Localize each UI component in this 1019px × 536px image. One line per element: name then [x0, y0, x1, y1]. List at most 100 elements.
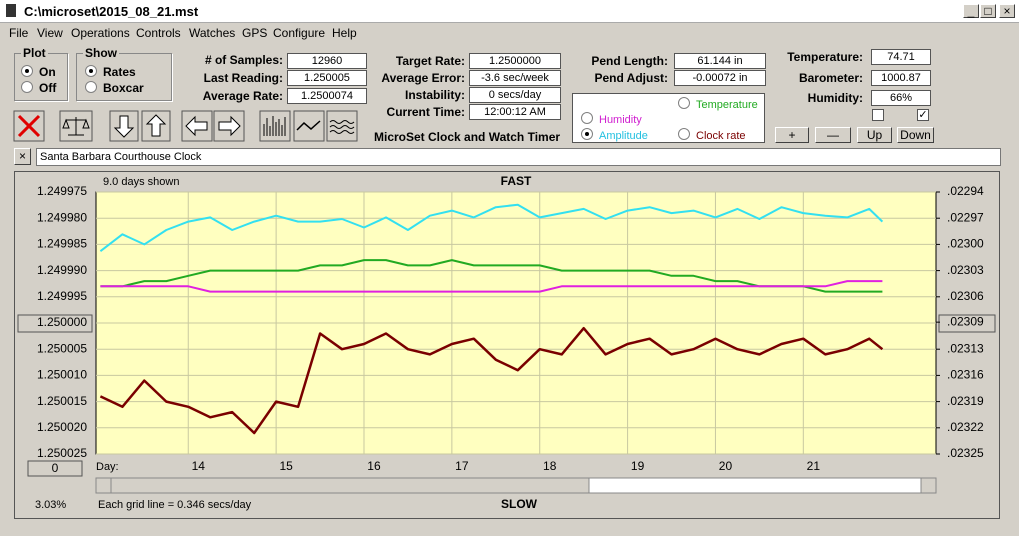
- axis-button[interactable]: [17, 314, 93, 333]
- series-line: [99, 326, 884, 435]
- field-value: -0.00072 in: [674, 70, 766, 86]
- radio[interactable]: Amplitude: [581, 128, 648, 142]
- y2-tick-label: .02322: [947, 420, 984, 434]
- group-title: Plot: [21, 46, 48, 60]
- grid-note: Each grid line = 0.346 secs/day: [98, 499, 252, 511]
- x-tick-label: 19: [631, 459, 645, 473]
- field-label: Pend Adjust:: [594, 71, 668, 85]
- menu-item[interactable]: Configure: [273, 26, 326, 40]
- icon: [113, 115, 135, 138]
- y-tick-label: 1.249980: [37, 210, 87, 224]
- x-tick-label: 21: [807, 459, 821, 473]
- tool-button[interactable]: [293, 110, 325, 142]
- y-tick-label: 1.250020: [37, 420, 87, 434]
- slow-label: SLOW: [501, 497, 538, 511]
- menu-item[interactable]: File: [9, 26, 29, 40]
- field-label: # of Samples:: [204, 53, 283, 67]
- menu-item[interactable]: Operations: [71, 26, 130, 40]
- radio-label: Humidity: [599, 114, 642, 126]
- button[interactable]: +: [775, 127, 809, 143]
- trace-options: Temperature Humidity Amplitude Clock rat…: [572, 93, 765, 143]
- button[interactable]: —: [815, 127, 851, 143]
- menu-item[interactable]: Controls: [136, 26, 181, 40]
- y2-tick-label: .02325: [947, 446, 984, 460]
- field-label: Instability:: [404, 88, 465, 102]
- y-tick-label: 1.250015: [37, 394, 87, 408]
- y2-tick-label: .02309: [947, 314, 984, 328]
- clock-name[interactable]: Santa Barbara Courthouse Clock: [36, 148, 1001, 166]
- icon: [185, 115, 208, 137]
- group-title: Show: [83, 46, 119, 60]
- radio[interactable]: On: [21, 65, 56, 79]
- toolbar: [13, 110, 358, 142]
- scroll-track: [110, 477, 590, 494]
- icon: [218, 115, 241, 137]
- tool-button[interactable]: [59, 110, 93, 142]
- plot-group: Plot On Off: [14, 46, 68, 101]
- field-value: 0 secs/day: [469, 87, 561, 103]
- y2-tick-label: .02313: [947, 341, 984, 355]
- field-value: 74.71: [871, 49, 931, 65]
- field-value: 1.250005: [287, 70, 367, 86]
- show-group: Show Rates Boxcar: [76, 46, 172, 101]
- scroll-left[interactable]: [95, 477, 112, 494]
- y2-tick-label: .02319: [947, 394, 984, 408]
- y2-tick-label: .02297: [947, 210, 984, 224]
- field-value: 12:00:12 AM: [469, 104, 561, 120]
- radio[interactable]: Temperature: [678, 97, 758, 111]
- x-tick-label: 20: [719, 459, 733, 473]
- y-tick-label: 1.249985: [37, 237, 87, 251]
- radio[interactable]: Boxcar: [85, 81, 144, 95]
- scroll-value: 0: [52, 461, 59, 475]
- app-icon: [6, 4, 16, 17]
- maximize[interactable]: □: [980, 4, 996, 18]
- title-bar: C:\microset\2015_08_21.mst _ □ ×: [0, 0, 1019, 23]
- x-tick-label: 16: [367, 459, 381, 473]
- y2-tick-label: .02294: [947, 184, 984, 198]
- radio-label: Boxcar: [103, 81, 144, 95]
- y-tick-label: 1.250005: [37, 341, 87, 355]
- series-line: [100, 280, 883, 293]
- icon: [263, 116, 286, 136]
- x-tick-label: 14: [192, 459, 206, 473]
- close[interactable]: ×: [999, 4, 1015, 18]
- field-value: 66%: [871, 90, 931, 106]
- y-tick-label: 1.250025: [37, 446, 87, 460]
- field-label: Average Rate:: [202, 89, 283, 103]
- menu-item[interactable]: Watches: [189, 26, 236, 40]
- radio[interactable]: Humidity: [581, 112, 642, 126]
- axis-button[interactable]: [27, 460, 83, 477]
- clear-button[interactable]: ×: [14, 148, 31, 165]
- field-label: Current Time:: [386, 105, 465, 119]
- icon: [17, 114, 41, 138]
- menu-item[interactable]: GPS: [242, 26, 268, 40]
- y2-tick-label: .02306: [947, 289, 984, 303]
- days-shown: 9.0 days shown: [103, 176, 179, 188]
- scroll-right[interactable]: [920, 477, 937, 494]
- radio[interactable]: Clock rate: [678, 128, 746, 142]
- checkbox[interactable]: [872, 109, 884, 121]
- radio[interactable]: Off: [21, 81, 56, 95]
- window-title: C:\microset\2015_08_21.mst: [24, 4, 199, 19]
- y2-tick-label: .02303: [947, 263, 984, 277]
- radio-label: Clock rate: [696, 130, 746, 142]
- checkbox[interactable]: ✓: [917, 109, 929, 121]
- menu-item[interactable]: Help: [332, 26, 357, 40]
- field-label: Pend Length:: [591, 54, 668, 68]
- app-name: MicroSet Clock and Watch Timer: [374, 130, 561, 144]
- x-tick-label: 17: [455, 459, 469, 473]
- menu-item[interactable]: View: [37, 26, 63, 40]
- field-label: Humidity:: [807, 91, 863, 105]
- y-tick-label: 1.250010: [37, 368, 87, 382]
- axis-button[interactable]: [938, 314, 996, 333]
- x-tick-label: 15: [279, 459, 293, 473]
- field-label: Average Error:: [381, 71, 465, 85]
- radio[interactable]: Rates: [85, 65, 136, 79]
- minimize[interactable]: _: [963, 4, 979, 18]
- button[interactable]: Down: [897, 127, 934, 143]
- tool-button[interactable]: [326, 110, 358, 142]
- y-tick-label: 1.249995: [37, 289, 87, 303]
- icon: [145, 114, 167, 137]
- button[interactable]: Up: [857, 127, 892, 143]
